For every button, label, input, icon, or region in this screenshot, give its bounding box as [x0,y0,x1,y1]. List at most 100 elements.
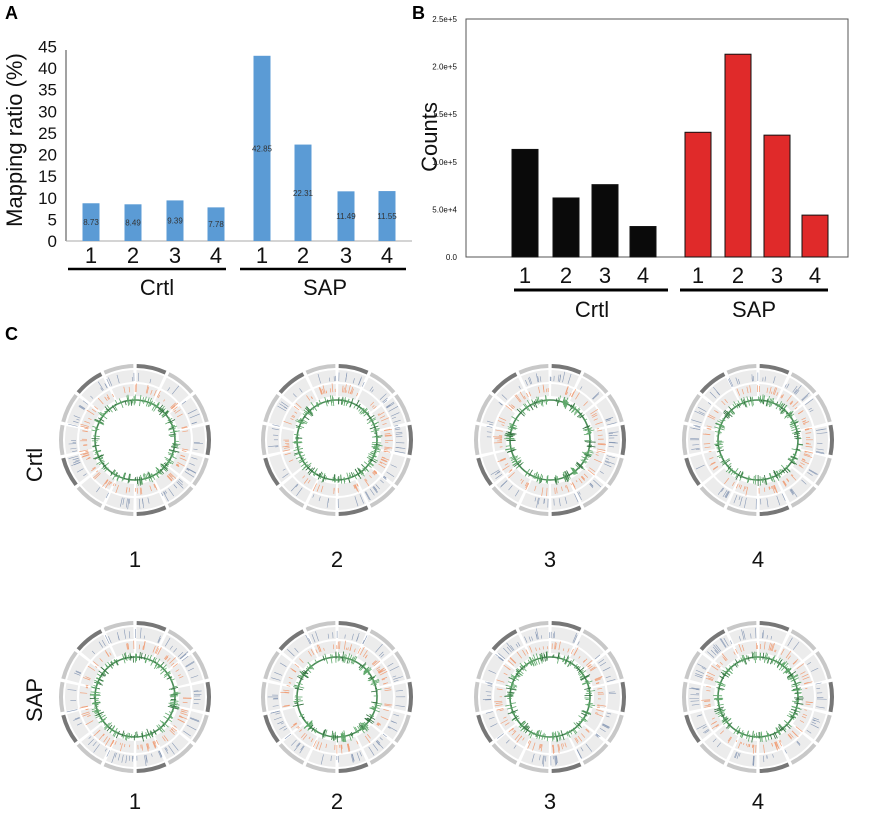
circos-core-mark [343,477,346,484]
circos-inner-track [178,685,192,709]
circos-core-mark [93,435,100,437]
circos-outer-mark [606,679,616,682]
circos-core-mark [723,410,730,417]
circos-core-mark [367,671,370,673]
chart-a-value-label: 9.39 [167,217,183,226]
circos-core-mark [305,667,312,673]
circos-core-mark [522,667,524,669]
circos-core-mark [362,722,369,729]
circos-core-mark [586,689,590,691]
circos-core-mark [747,655,750,662]
circos-signal-mark [583,473,589,478]
circos-core-mark [733,401,739,409]
circos-core-mark [371,452,376,456]
circos-inner-track [495,707,515,731]
circos-signal-mark [597,443,606,445]
circos-core-mark [714,681,726,686]
circos-core-mark [563,399,566,405]
circos-core-mark [170,700,179,702]
circos-signal-mark [587,469,595,476]
circos-outer-mark [595,733,599,737]
circos-core-mark [352,656,358,665]
circos-core-mark [143,654,146,660]
circos-core-mark [714,443,723,446]
circos-outer-mark [187,667,194,672]
circos-outer-mark [738,753,741,757]
circos-outer-mark [497,733,504,739]
circos-core-mark [353,403,357,409]
circos-signal-mark [147,743,150,749]
circos-core-mark [751,651,754,659]
circos-signal-mark [384,689,392,692]
circos-core-mark [727,465,732,470]
circos-core-mark [562,396,565,403]
panel-a-letter: A [5,3,18,23]
circos-core-mark [159,664,163,668]
circos-signal-mark [803,454,813,458]
circos-core-mark [160,664,167,672]
circos-core-mark [159,720,165,726]
circos-signal-mark [290,418,294,421]
circos-ideogram [726,364,757,375]
circos-signal-mark [593,418,598,421]
circos-outer-mark [594,654,601,660]
circos-ideogram [620,424,627,456]
circos-ideogram [607,714,624,744]
circos-signal-mark [719,661,723,665]
circos-core-mark [536,399,539,405]
circos-outer-mark [282,473,289,478]
circos-ideogram [76,743,103,765]
circos-core-mark [773,733,776,739]
circos-core-mark [551,732,554,742]
circos-signal-mark [786,478,790,482]
circos-signal-mark [291,415,295,419]
circos-outer-mark [295,484,299,488]
circos-signal-mark [377,722,381,725]
circos-outer-mark [766,498,769,508]
circos-core-mark [510,674,518,679]
circos-outer-mark [395,431,403,434]
circos-outer-mark [807,472,813,476]
circos-core-mark [358,724,363,730]
circos-signal-mark [708,677,714,681]
circos-signal-mark [114,741,117,745]
circos-outer-mark [558,498,561,507]
circos-core-mark [776,659,782,667]
circos-core-mark [529,661,533,666]
circos-outer-track [606,682,620,712]
circos-inner-track [507,390,531,412]
chart-a-ytick-label: 20 [38,146,57,165]
circos-signal-mark [763,641,766,650]
circos-core-mark [780,662,784,667]
circos-signal-mark [512,405,515,408]
circos-signal-mark [379,461,387,466]
circos-outer-mark [698,411,706,415]
circos-outer-mark [379,393,387,400]
circos-core-mark [139,394,142,407]
circos-outer-track [338,627,366,645]
circos-outer-mark [562,371,566,383]
circos-outer-mark [498,401,503,406]
circos-core-mark [735,473,739,478]
circos-core-mark [369,714,373,717]
circos-core-mark [164,410,169,415]
circos-signal-mark [527,740,532,749]
circos-signal-mark [595,421,603,425]
circos-core-mark [740,398,745,406]
circos-outer-track [283,377,311,403]
circos-core-mark [747,476,750,483]
circos-core-mark [535,400,538,404]
circos-ideogram [726,505,757,516]
circos-ideogram [790,372,817,394]
circos-core-mark [510,702,517,705]
circos-core-mark [308,665,313,670]
circos-core-mark [158,727,164,733]
circos-outer-mark [495,473,503,479]
circos-outer-mark [372,743,379,751]
circos-outer-mark [703,729,709,734]
circos-signal-mark [169,472,177,479]
circos-signal-mark [157,647,162,655]
circos-core-mark [94,428,98,430]
circos-signal-mark [96,729,101,734]
circos-outer-mark [394,425,399,427]
